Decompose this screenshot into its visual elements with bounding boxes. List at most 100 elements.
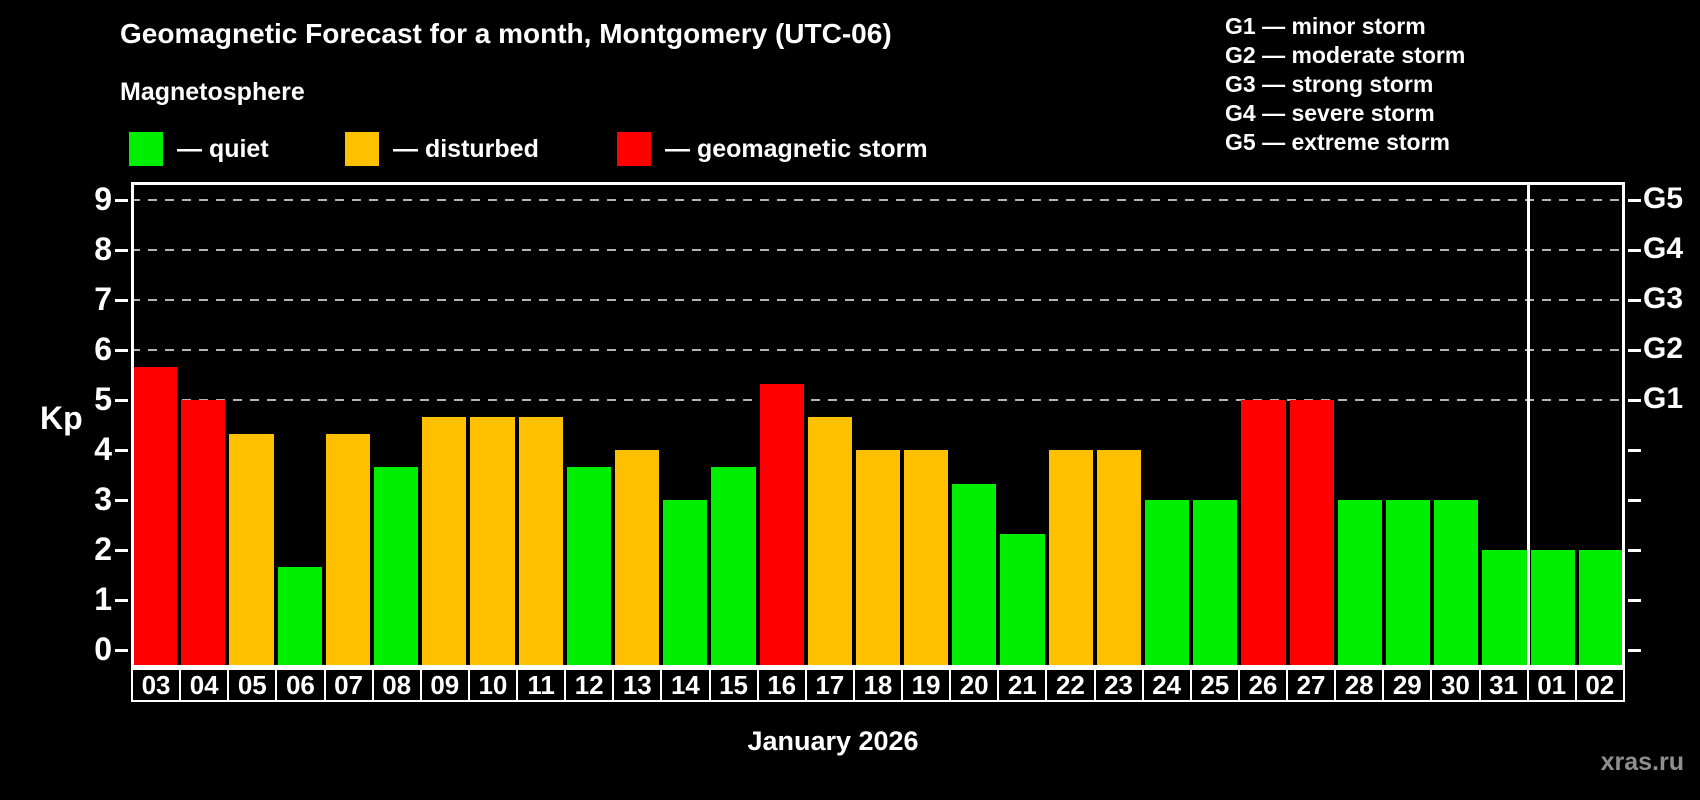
bar-day-12 — [566, 466, 611, 668]
y-axis-tick-labels: 0 1 2 3 4 5 6 7 8 9 — [20, 181, 112, 668]
plot-area — [115, 182, 1641, 668]
x-label-day-31: 31 — [1478, 668, 1529, 702]
g-axis-label-G2: G2 — [1643, 332, 1684, 365]
y-tick-label-6: 6 — [94, 331, 112, 367]
right-tick-kp-2 — [1628, 548, 1641, 552]
bar-day-06 — [277, 566, 322, 668]
x-label-day-04: 04 — [179, 668, 230, 702]
g-legend-item-g5: G5 — extreme storm — [1225, 129, 1450, 155]
legend-label-quiet: — quiet — [177, 134, 269, 163]
x-axis-labels: 03 04 05 06 07 08 09 10 11 12 13 14 15 16 17 18 19 20 21 22… — [131, 668, 1625, 702]
gridline-kp-7 — [131, 299, 1625, 301]
g-axis-label-G3: G3 — [1643, 282, 1684, 315]
x-label-day-30: 30 — [1430, 668, 1481, 702]
subtitle-magnetosphere: Magnetosphere — [120, 78, 305, 106]
left-tick-kp-6 — [115, 348, 128, 352]
x-label-day-27: 27 — [1286, 668, 1337, 702]
bar-day-18 — [855, 450, 901, 668]
bar-day-09 — [422, 416, 467, 668]
g-axis-label-G4: G4 — [1643, 232, 1684, 265]
g-scale-legend: G1 — minor storm G2 — moderate storm G3 — … — [1225, 12, 1465, 157]
bar-day-13 — [614, 450, 660, 668]
x-label-day-23: 23 — [1093, 668, 1144, 702]
x-label-day-13: 13 — [612, 668, 663, 702]
g-legend-item-g2: G2 — moderate storm — [1225, 42, 1466, 68]
y-axis-title: Kp — [40, 400, 83, 436]
bar-day-31 — [1482, 550, 1527, 668]
left-tick-kp-9 — [115, 198, 128, 202]
bar-day-15 — [711, 466, 756, 668]
x-label-day-09: 09 — [419, 668, 470, 702]
g-axis-label-G5: G5 — [1643, 182, 1684, 215]
bar-day-07 — [325, 433, 370, 668]
legend-swatch-quiet — [129, 132, 163, 166]
right-tick-kp-6 — [1628, 348, 1641, 352]
legend-item-disturbed: — disturbed — [345, 132, 539, 166]
right-tick-kp-8 — [1628, 248, 1641, 252]
bar-day-22 — [1048, 450, 1093, 668]
x-label-day-08: 08 — [371, 668, 422, 702]
x-label-day-12: 12 — [564, 668, 615, 702]
y-tick-label-9: 9 — [94, 181, 112, 217]
x-label-day-11: 11 — [516, 668, 567, 702]
gridline-kp-9 — [131, 199, 1625, 201]
x-label-day-01: 01 — [1526, 668, 1577, 702]
right-tick-kp-5 — [1628, 398, 1641, 402]
left-tick-kp-0 — [115, 648, 128, 652]
x-label-day-18: 18 — [852, 668, 903, 702]
bar-day-14 — [663, 500, 708, 668]
x-label-day-05: 05 — [227, 668, 278, 702]
right-tick-kp-3 — [1628, 498, 1641, 502]
left-tick-kp-4 — [115, 448, 128, 452]
g-axis-label-G1: G1 — [1643, 382, 1684, 415]
bar-day-02 — [1578, 550, 1623, 668]
x-label-day-06: 06 — [275, 668, 326, 702]
bar-day-25 — [1193, 500, 1238, 668]
legend-item-storm: — geomagnetic storm — [617, 132, 928, 166]
right-tick-kp-4 — [1628, 448, 1641, 452]
bar-day-26 — [1241, 400, 1286, 668]
x-label-day-21: 21 — [997, 668, 1048, 702]
y-tick-label-1: 1 — [94, 581, 112, 617]
x-axis-title: January 2026 — [747, 726, 919, 756]
bar-day-30 — [1434, 500, 1479, 668]
x-label-day-25: 25 — [1189, 668, 1240, 702]
bar-day-24 — [1145, 500, 1190, 668]
left-tick-kp-8 — [115, 248, 128, 252]
x-label-day-24: 24 — [1141, 668, 1192, 702]
x-label-day-28: 28 — [1334, 668, 1385, 702]
x-label-day-02: 02 — [1574, 668, 1625, 702]
g-legend-item-g1: G1 — minor storm — [1225, 13, 1426, 39]
bar-day-27 — [1289, 400, 1334, 668]
bar-day-10 — [470, 416, 515, 668]
legend-swatch-storm — [617, 132, 651, 166]
gridline-kp-8 — [131, 249, 1625, 251]
legend-item-quiet: — quiet — [129, 132, 269, 166]
bar-day-17 — [807, 416, 852, 668]
bar-day-21 — [1000, 533, 1045, 668]
bar-day-01 — [1530, 550, 1575, 668]
x-label-day-17: 17 — [804, 668, 855, 702]
g-legend-item-g4: G4 — severe storm — [1225, 100, 1435, 126]
watermark: xras.ru — [1600, 748, 1684, 776]
y-tick-label-3: 3 — [94, 481, 112, 517]
bar-day-19 — [904, 450, 949, 668]
legend: — quiet — disturbed — geomagnetic storm — [0, 132, 1700, 168]
x-label-day-14: 14 — [660, 668, 711, 702]
bar-day-11 — [518, 416, 563, 668]
right-tick-kp-9 — [1628, 198, 1641, 202]
bar-day-16 — [759, 383, 804, 668]
left-tick-kp-3 — [115, 498, 128, 502]
bar-day-28 — [1337, 500, 1383, 668]
page-title: Geomagnetic Forecast for a month, Montgo… — [120, 18, 892, 49]
left-tick-kp-2 — [115, 548, 128, 552]
x-label-day-16: 16 — [756, 668, 807, 702]
left-tick-kp-1 — [115, 598, 128, 602]
x-label-day-19: 19 — [901, 668, 952, 702]
x-label-day-26: 26 — [1237, 668, 1288, 702]
bar-day-23 — [1096, 450, 1142, 668]
x-label-day-07: 07 — [323, 668, 374, 702]
y-tick-label-4: 4 — [94, 431, 112, 467]
right-tick-kp-1 — [1628, 598, 1641, 602]
